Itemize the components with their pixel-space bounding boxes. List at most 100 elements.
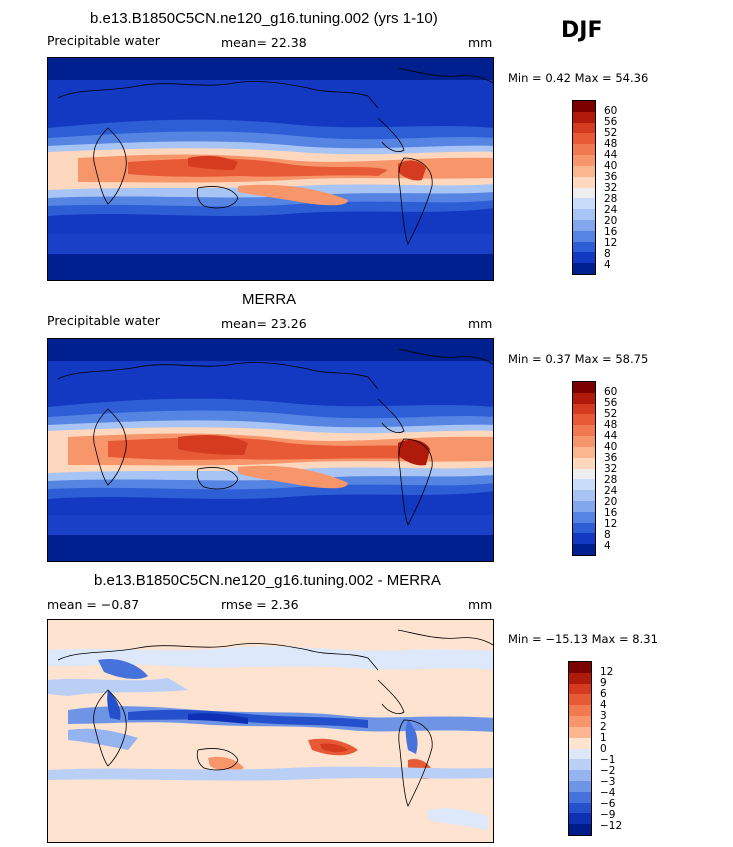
cb3-label-9: −2: [600, 765, 616, 777]
cb2-label-5: 40: [604, 441, 618, 453]
colorbar-swatch: [569, 694, 591, 706]
cb3-label-12: −6: [600, 798, 616, 810]
cb3-label-14: −12: [600, 820, 623, 832]
cb1-label-13: 8: [604, 248, 611, 260]
cb1-label-8: 28: [604, 193, 618, 205]
colorbar-swatch: [573, 403, 595, 415]
colorbar-swatch: [573, 392, 595, 404]
panel-1-minmax: Min = 0.42 Max = 54.36: [508, 71, 649, 85]
colorbar-swatch: [573, 533, 595, 545]
cb3-label-3: 4: [600, 699, 607, 711]
cb2-label-13: 8: [604, 529, 611, 541]
cb3-label-4: 3: [600, 710, 607, 722]
season-label: DJF: [561, 18, 603, 43]
colorbar-swatch: [573, 446, 595, 459]
cb3-label-7: 0: [600, 743, 607, 755]
panel-3-colorbar: [568, 661, 592, 836]
colorbar-swatch: [573, 468, 595, 480]
panel-3-units: mm: [468, 597, 493, 612]
cb2-label-12: 12: [604, 518, 618, 530]
colorbar-swatch: [573, 176, 595, 188]
colorbar-swatch: [569, 813, 591, 825]
panel-2-variable: Precipitable water: [47, 313, 160, 328]
colorbar-swatch: [573, 111, 595, 123]
colorbar-swatch: [569, 748, 591, 760]
colorbar-swatch: [569, 737, 591, 749]
cb1-label-12: 12: [604, 237, 618, 249]
colorbar-swatch: [573, 479, 595, 491]
cb3-label-11: −4: [600, 787, 616, 799]
cb1-label-11: 16: [604, 226, 618, 238]
cb1-label-7: 32: [604, 182, 618, 194]
cb2-label-8: 28: [604, 474, 618, 486]
panel-1-variable: Precipitable water: [47, 33, 160, 48]
colorbar-swatch: [569, 802, 591, 814]
panel-2-units: mm: [468, 316, 493, 331]
colorbar-swatch: [573, 165, 595, 178]
cb1-label-9: 24: [604, 204, 618, 216]
panel-2-colorbar-labels: 60 56 52 48 44 40 36 32 28 24 20 16 12 8…: [604, 381, 644, 556]
colorbar-swatch: [569, 726, 591, 739]
colorbar-swatch: [573, 241, 595, 253]
panel-3-rmse: rmse = 2.36: [221, 597, 299, 612]
cb2-label-1: 56: [604, 397, 618, 409]
cb3-label-5: 2: [600, 721, 607, 733]
cb2-label-6: 36: [604, 452, 618, 464]
panel-1-mean: mean= 22.38: [221, 35, 307, 50]
cb3-label-10: −3: [600, 776, 616, 788]
colorbar-swatch: [573, 198, 595, 210]
panel-1-colorbar: [572, 100, 596, 275]
colorbar-swatch: [569, 759, 591, 771]
panel-2-field: [48, 339, 493, 561]
cb2-label-4: 44: [604, 430, 618, 442]
cb3-label-13: −9: [600, 809, 616, 821]
cb2-label-0: 60: [604, 386, 618, 398]
panel-3-colorbar-labels: 12 9 6 4 3 2 1 0 −1 −2 −3 −4 −6 −9 −12: [600, 661, 640, 836]
cb3-label-8: −1: [600, 754, 616, 766]
cb2-label-2: 52: [604, 408, 618, 420]
panel-3-map: [47, 619, 494, 843]
cb1-label-4: 44: [604, 149, 618, 161]
colorbar-swatch: [573, 133, 595, 145]
colorbar-swatch: [573, 101, 595, 113]
panel-1-colorbar-labels: 60 56 52 48 44 40 36 32 28 24 20 16 12 8…: [604, 100, 644, 275]
colorbar-swatch: [573, 425, 595, 437]
cb1-label-2: 52: [604, 127, 618, 139]
cb1-label-1: 56: [604, 116, 618, 128]
panel-2-colorbar: [572, 381, 596, 556]
colorbar-swatch: [573, 544, 595, 556]
cb2-label-7: 32: [604, 463, 618, 475]
cb2-label-3: 48: [604, 419, 618, 431]
panel-2-map: [47, 338, 494, 562]
colorbar-swatch: [573, 263, 595, 275]
panel-3-mean: mean = −0.87: [47, 597, 140, 612]
colorbar-swatch: [569, 791, 591, 803]
colorbar-swatch: [569, 672, 591, 684]
colorbar-swatch: [569, 716, 591, 728]
cb2-label-11: 16: [604, 507, 618, 519]
panel-2-mean: mean= 23.26: [221, 316, 307, 331]
cb1-label-10: 20: [604, 215, 618, 227]
colorbar-swatch: [573, 122, 595, 134]
cb1-label-5: 40: [604, 160, 618, 172]
cb2-label-14: 4: [604, 540, 611, 552]
colorbar-swatch: [569, 705, 591, 717]
colorbar-swatch: [573, 522, 595, 534]
panel-2-title: MERRA: [242, 291, 297, 308]
panel-3-title: b.e13.B1850C5CN.ne120_g16.tuning.002 - M…: [94, 572, 441, 589]
cb1-label-14: 4: [604, 259, 611, 271]
colorbar-swatch: [573, 230, 595, 242]
cb2-label-10: 20: [604, 496, 618, 508]
colorbar-swatch: [573, 219, 595, 232]
colorbar-swatch: [569, 824, 591, 836]
colorbar-swatch: [569, 662, 591, 674]
colorbar-swatch: [573, 436, 595, 448]
colorbar-swatch: [569, 683, 591, 695]
panel-1-map: [47, 57, 494, 281]
cb1-label-0: 60: [604, 105, 618, 117]
cb3-label-2: 6: [600, 688, 607, 700]
colorbar-swatch: [573, 457, 595, 469]
colorbar-swatch: [573, 144, 595, 156]
colorbar-swatch: [569, 780, 591, 793]
cb3-label-1: 9: [600, 677, 607, 689]
